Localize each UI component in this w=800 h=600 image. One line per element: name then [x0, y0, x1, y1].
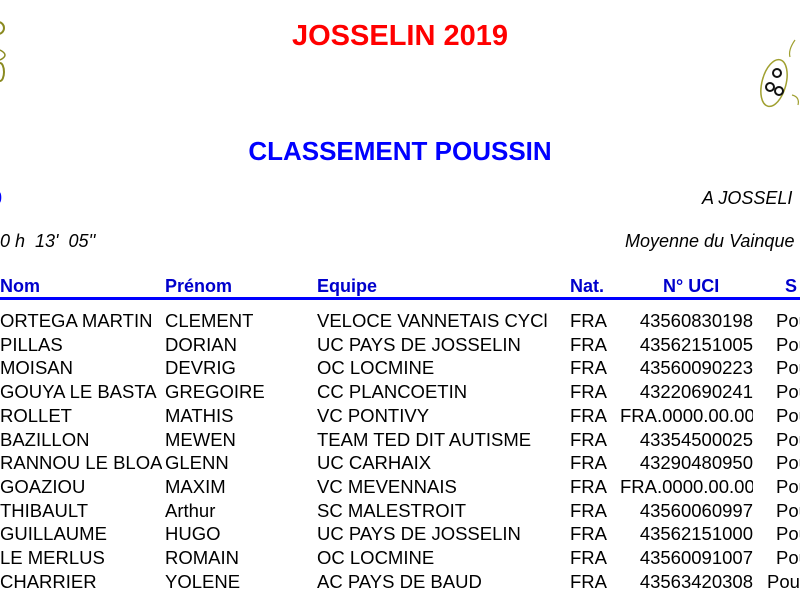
- cell-nom: PILLAS: [0, 333, 63, 355]
- cell-last: Pou: [776, 333, 800, 355]
- cell-nat: FRA: [570, 381, 607, 403]
- cell-uci: 43562151000: [639, 523, 753, 545]
- cell-prenom: GREGOIRE: [165, 381, 265, 403]
- cell-last: Pou: [776, 381, 800, 403]
- cell-prenom: HUGO: [165, 523, 221, 545]
- cell-equipe: VELOCE VANNETAIS CYCl: [317, 310, 548, 331]
- cell-prenom: DORIAN: [165, 333, 237, 355]
- table-row: ROLLET MATHIS VC PONTIVY FRA FRA.0000.00.00 P…: [0, 405, 800, 429]
- cell-prenom: DEVRIG: [165, 357, 236, 379]
- winner-average-label: Moyenne du Vainque: [625, 231, 795, 251]
- col-header-prenom: Prénom: [165, 276, 233, 296]
- table-row: GUILLAUME HUGO UC PAYS DE JOSSELIN FRA 43562…: [0, 523, 800, 547]
- cell-prenom: MATHIS: [165, 404, 234, 426]
- cell-prenom: Arthur: [165, 499, 216, 521]
- cell-last: Pou: [776, 428, 800, 450]
- cell-last: Pou: [776, 357, 800, 379]
- cell-prenom: MEWEN: [165, 428, 236, 450]
- cell-uci: FRA.0000.00.00: [620, 404, 753, 426]
- table-row: PILLAS DORIAN UC PAYS DE JOSSELIN FRA 435621…: [0, 334, 800, 358]
- cell-nom: CHARRIER: [0, 570, 97, 592]
- col-header-uci: N° UCI: [663, 276, 720, 296]
- cell-last: Pou: [776, 499, 800, 521]
- cell-last: Pou: [776, 310, 800, 331]
- cell-equipe: OC LOCMINE: [317, 357, 435, 379]
- cell-equipe: UC PAYS DE JOSSELIN: [317, 333, 521, 355]
- cell-equipe: AC PAYS DE BAUD: [317, 570, 482, 592]
- cell-nat: FRA: [570, 310, 607, 331]
- cell-equipe: VC PONTIVY: [317, 404, 430, 426]
- cell-last: Pou: [767, 570, 800, 592]
- location: A JOSSELI: [702, 188, 793, 208]
- left-logo: [0, 21, 6, 82]
- col-header-equipe: Equipe: [317, 276, 378, 296]
- cell-nom: GOUYA LE BASTA: [0, 381, 157, 403]
- table-row: GOAZIOU MAXIM VC MEVENNAIS FRA FRA.0000.00.0…: [0, 476, 800, 500]
- cell-uci: 43563420308: [639, 570, 753, 592]
- page-subtitle: CLASSEMENT POUSSIN: [248, 136, 552, 166]
- cell-uci: 43220690241: [639, 381, 753, 403]
- cell-nom: BAZILLON: [0, 428, 90, 450]
- cell-nom: ROLLET: [0, 404, 72, 426]
- col-header-nom: Nom: [0, 276, 40, 296]
- cell-nat: FRA: [570, 428, 607, 450]
- cell-nat: FRA: [570, 523, 607, 545]
- cell-nat: FRA: [570, 404, 607, 426]
- cell-nom: MOISAN: [0, 357, 73, 379]
- page-title: JOSSELIN 2019: [292, 20, 508, 52]
- cell-nat: FRA: [570, 570, 607, 592]
- cell-uci: FRA.0000.00.00: [620, 475, 753, 497]
- col-header-last: S: [785, 276, 798, 296]
- cell-last: Pou: [776, 452, 800, 474]
- cell-last: Pou: [776, 404, 800, 426]
- winner-time: 0 h 13' 05'': [0, 231, 96, 251]
- cell-nom: RANNOU LE BLOA: [0, 452, 162, 474]
- cell-equipe: VC MEVENNAIS: [317, 475, 457, 497]
- cell-uci: 43560830198: [639, 310, 753, 331]
- cell-equipe: SC MALESTROIT: [317, 499, 467, 521]
- cell-equipe: UC CARHAIX: [317, 452, 432, 474]
- cell-prenom: YOLENE: [165, 570, 241, 592]
- table-row: THIBAULT Arthur SC MALESTROIT FRA 4356006099…: [0, 500, 800, 524]
- table-row: ORTEGA MARTIN CLEMENT VELOCE VANNETAIS CYC…: [0, 310, 800, 334]
- cell-prenom: MAXIM: [165, 475, 226, 497]
- cell-nat: FRA: [570, 547, 607, 568]
- cell-uci: 43560090223: [639, 357, 753, 379]
- cell-prenom: GLENN: [165, 452, 229, 474]
- cell-uci: 43290480950: [639, 452, 753, 474]
- cell-equipe: TEAM TED DIT AUTISME: [317, 428, 532, 450]
- cell-nat: FRA: [570, 452, 607, 474]
- cell-equipe: OC LOCMINE: [317, 547, 435, 568]
- cell-prenom: ROMAIN: [165, 547, 239, 568]
- table-row: BAZILLON MEWEN TEAM TED DIT AUTISME FRA 4335…: [0, 429, 800, 453]
- right-logo: [760, 39, 799, 108]
- cell-nat: FRA: [570, 499, 607, 521]
- table-row: MOISAN DEVRIG OC LOCMINE FRA 43560090223 Pou: [0, 357, 800, 381]
- table-row: CHARRIER YOLENE AC PAYS DE BAUD FRA 43563420…: [0, 571, 800, 595]
- cell-nom: LE MERLUS: [0, 547, 105, 568]
- table-row: GOUYA LE BASTA GREGOIRE CC PLANCOETIN FRA 43…: [0, 381, 800, 405]
- cell-uci: 43354500025: [639, 428, 753, 450]
- col-header-nat: Nat.: [570, 276, 605, 296]
- cell-nat: FRA: [570, 357, 607, 379]
- cell-equipe: UC PAYS DE JOSSELIN: [317, 523, 521, 545]
- cell-nat: FRA: [570, 475, 607, 497]
- cell-nom: THIBAULT: [0, 499, 89, 521]
- cell-uci: 43562151005: [639, 333, 753, 355]
- header-rule: [0, 297, 800, 300]
- cell-nom: GUILLAUME: [0, 523, 107, 545]
- cell-last: Pou: [776, 523, 800, 545]
- table-row: LE MERLUS ROMAIN OC LOCMINE FRA 43560091007 P…: [0, 547, 800, 571]
- left-fragment: 0: [0, 188, 2, 209]
- cell-last: Pou: [776, 547, 800, 568]
- cell-nom: GOAZIOU: [0, 475, 86, 497]
- cell-uci: 43560060997: [639, 499, 753, 521]
- table-row: RANNOU LE BLOA GLENN UC CARHAIX FRA 43290480…: [0, 452, 800, 476]
- cell-uci: 43560091007: [639, 547, 753, 568]
- cell-equipe: CC PLANCOETIN: [317, 381, 468, 403]
- cell-last: Pou: [776, 475, 800, 497]
- cell-nat: FRA: [570, 333, 607, 355]
- cell-prenom: CLEMENT: [165, 310, 254, 331]
- cell-nom: ORTEGA MARTIN: [0, 310, 153, 331]
